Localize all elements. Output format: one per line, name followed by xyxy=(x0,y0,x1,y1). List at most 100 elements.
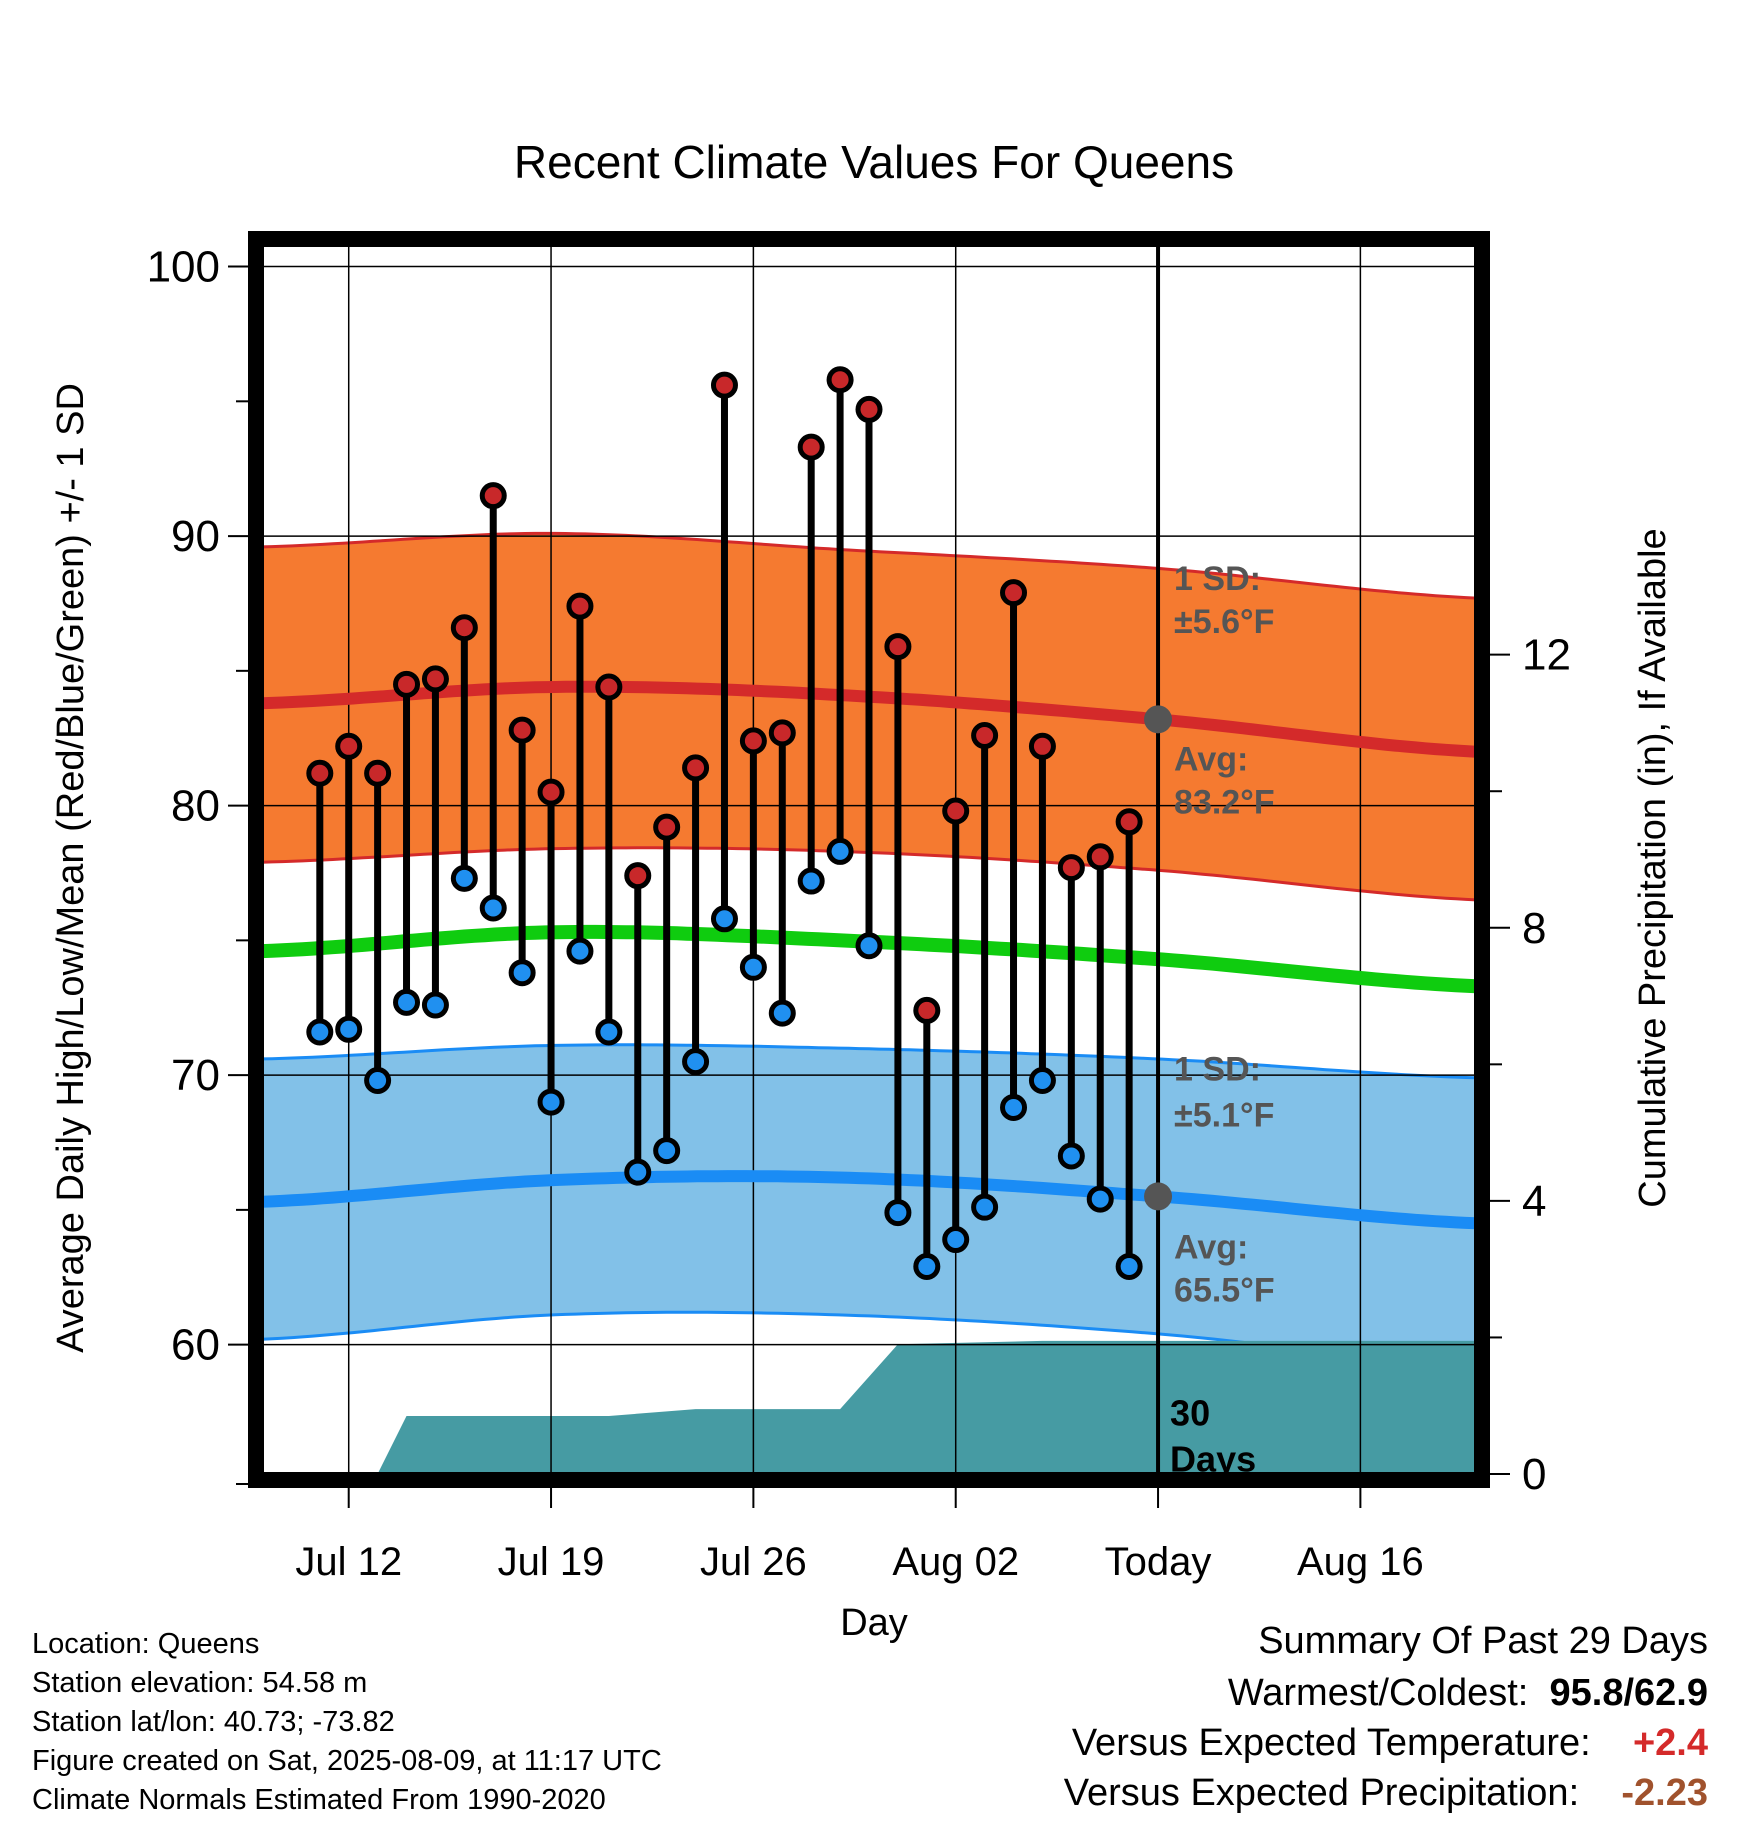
y-tick-label: 70 xyxy=(171,1051,220,1100)
y2-tick-label: 12 xyxy=(1522,631,1571,680)
y-tick-label: 80 xyxy=(171,782,220,831)
low-point xyxy=(797,867,825,895)
info-location: Location: Queens xyxy=(32,1628,260,1660)
plot-frame xyxy=(248,231,1490,1488)
info-normals: Climate Normals Estimated From 1990-2020 xyxy=(32,1784,606,1816)
low-avg-line xyxy=(261,1170,1477,1230)
high-point xyxy=(306,759,334,787)
low-point xyxy=(913,1252,941,1280)
summary-heading: Summary Of Past 29 Days xyxy=(1258,1620,1708,1662)
high-point xyxy=(1028,732,1056,760)
low-point xyxy=(595,1018,623,1046)
y-axis-label: Average Daily High/Low/Mean (Red/Blue/Gr… xyxy=(50,383,92,1353)
temp-value: +2.4 xyxy=(1632,1722,1708,1764)
low-sd-value: ±5.1°F xyxy=(1174,1096,1274,1134)
high-point xyxy=(653,813,681,841)
high-point xyxy=(537,778,565,806)
high-sd-label: 1 SD: xyxy=(1174,560,1261,598)
high-point xyxy=(335,732,363,760)
low-point xyxy=(710,905,738,933)
low-point xyxy=(335,1015,363,1043)
high-point xyxy=(739,727,767,755)
high-avg-label: Avg: xyxy=(1174,741,1248,779)
low-point xyxy=(306,1018,334,1046)
low-point xyxy=(1000,1093,1028,1121)
low-point xyxy=(884,1199,912,1227)
low-sd-band xyxy=(262,1044,1476,1367)
low-sd-label: 1 SD: xyxy=(1174,1051,1261,1089)
high-point xyxy=(768,719,796,747)
summary-warm-cold: Warmest/Coldest: 95.8/62.9 xyxy=(1227,1672,1708,1714)
low-point xyxy=(971,1193,999,1221)
low-point xyxy=(566,937,594,965)
x-tick-label: Aug 16 xyxy=(1297,1540,1424,1584)
high-point xyxy=(884,633,912,661)
high-point xyxy=(913,996,941,1024)
summary-temp: Versus Expected Temperature: +2.4 xyxy=(1072,1722,1708,1765)
precip-value: -2.23 xyxy=(1621,1772,1708,1814)
y2-tick-label: 4 xyxy=(1522,1177,1546,1226)
x-tick-label: Today xyxy=(1105,1540,1212,1584)
precip-label: Versus Expected Precipitation: xyxy=(1063,1772,1580,1814)
y-tick-label: 90 xyxy=(171,512,220,561)
high-point xyxy=(826,366,854,394)
high-point xyxy=(1000,579,1028,607)
low-point xyxy=(855,932,883,960)
high-point xyxy=(797,433,825,461)
high-point xyxy=(595,673,623,701)
y2-tick-label: 0 xyxy=(1522,1450,1546,1499)
low-point xyxy=(508,959,536,987)
high-point xyxy=(566,592,594,620)
high-point xyxy=(421,665,449,693)
window-label-number: 30 xyxy=(1170,1392,1210,1433)
y-tick-label: 100 xyxy=(147,243,220,292)
x-tick-label: Jul 19 xyxy=(498,1540,605,1584)
today-high-avg-marker xyxy=(1144,705,1173,734)
chart-title: Recent Climate Values For Queens xyxy=(514,136,1234,188)
low-point xyxy=(624,1158,652,1186)
low-point xyxy=(479,894,507,922)
warm-cold-label: Warmest/Coldest: xyxy=(1227,1672,1529,1714)
x-tick-label: Jul 12 xyxy=(295,1540,402,1584)
low-point xyxy=(1086,1185,1114,1213)
x-tick-label: Aug 02 xyxy=(892,1540,1019,1584)
low-point xyxy=(1115,1252,1143,1280)
info-created: Figure created on Sat, 2025-08-09, at 11… xyxy=(32,1745,662,1777)
high-point xyxy=(1086,843,1114,871)
low-sd-upper-line xyxy=(261,1043,1477,1080)
low-point xyxy=(393,988,421,1016)
high-point xyxy=(450,614,478,642)
low-point xyxy=(826,837,854,865)
low-avg-value: 65.5°F xyxy=(1174,1272,1275,1310)
info-latlon: Station lat/lon: 40.73; -73.82 xyxy=(32,1706,395,1738)
high-point xyxy=(855,395,883,423)
today-low-avg-marker xyxy=(1144,1182,1173,1211)
high-point xyxy=(393,670,421,698)
high-point xyxy=(624,862,652,890)
high-avg-value: 83.2°F xyxy=(1174,784,1275,822)
high-point xyxy=(1115,808,1143,836)
low-point xyxy=(421,991,449,1019)
low-point xyxy=(1028,1067,1056,1095)
y-tick-label: 60 xyxy=(171,1321,220,1370)
low-point xyxy=(364,1067,392,1095)
high-point xyxy=(682,754,710,782)
low-point xyxy=(537,1088,565,1116)
warmest-value: 95.8 xyxy=(1549,1672,1624,1714)
high-point xyxy=(364,759,392,787)
temp-label: Versus Expected Temperature: xyxy=(1071,1722,1591,1764)
x-axis-label: Day xyxy=(840,1602,908,1644)
high-sd-value: ±5.6°F xyxy=(1174,603,1274,641)
high-point xyxy=(942,797,970,825)
y2-tick-label: 8 xyxy=(1522,904,1546,953)
plot-area: 1 SD: ±5.6°F Avg: 83.2°F 1 SD: ±5.1°F Avg: 65.5… xyxy=(147,231,1571,1584)
low-point xyxy=(450,864,478,892)
high-point xyxy=(1057,854,1085,882)
low-point xyxy=(739,953,767,981)
y2-axis-label: Cumulative Precipitation (in), If Availa… xyxy=(1632,528,1674,1207)
low-avg-label: Avg: xyxy=(1174,1228,1248,1266)
low-point xyxy=(653,1137,681,1165)
low-point xyxy=(682,1048,710,1076)
precip-area xyxy=(262,1340,1476,1474)
info-elevation: Station elevation: 54.58 m xyxy=(32,1667,368,1699)
